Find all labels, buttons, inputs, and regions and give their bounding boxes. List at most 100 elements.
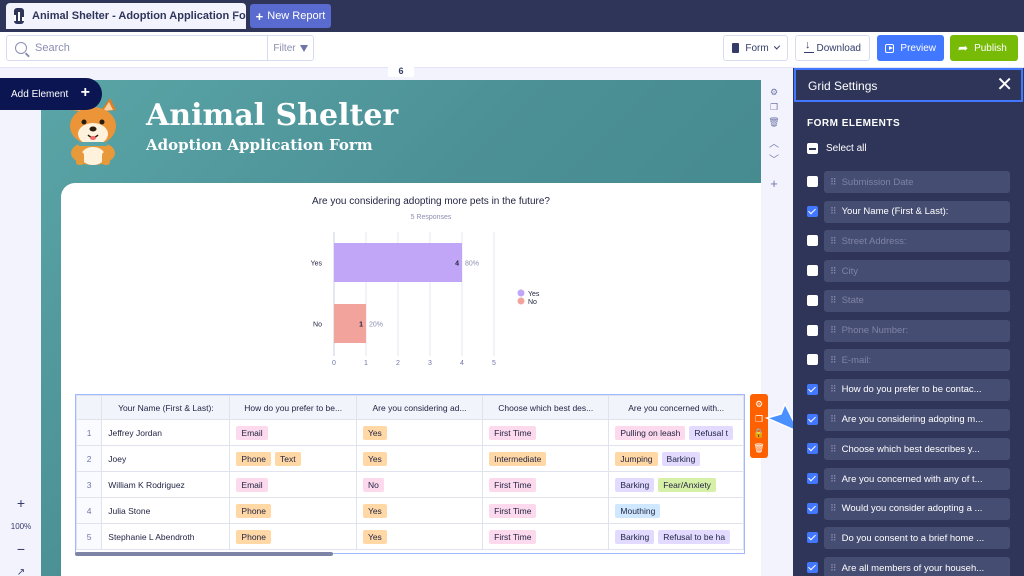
field-pill[interactable]: ⠿ Submission Date — [824, 171, 1010, 193]
checkbox-checked[interactable] — [807, 383, 818, 395]
field-pill[interactable]: ⠿ How do you prefer to be contac... — [824, 378, 1010, 401]
field-pill[interactable]: ⠿ Are you considering adopting m... — [824, 408, 1010, 431]
field-pill[interactable]: ⠿ State — [824, 289, 1010, 312]
checkbox-unchecked[interactable] — [807, 265, 818, 277]
chevron-up-icon[interactable]: ︿ — [769, 139, 779, 150]
checkbox-unchecked[interactable] — [807, 235, 818, 247]
drag-handle-icon[interactable]: ⠿ — [830, 265, 837, 276]
field-row[interactable]: ⠿ City — [807, 260, 1012, 283]
drag-handle-icon[interactable]: ⠿ — [830, 295, 837, 306]
search-input[interactable] — [35, 42, 265, 54]
trash-icon[interactable]: 🗑 — [753, 442, 765, 453]
download-button[interactable]: Download — [795, 35, 870, 61]
field-pill[interactable]: ⠿ City — [824, 260, 1010, 283]
contact-cell[interactable]: Phone — [229, 497, 357, 524]
best-describes-cell[interactable]: Intermediate — [482, 445, 610, 472]
kebab-menu-icon[interactable]: ⋮ — [228, 9, 240, 23]
field-row[interactable]: ⠿ Would you consider adopting a ... — [807, 497, 1012, 520]
drag-handle-icon[interactable]: ⠿ — [830, 206, 837, 217]
best-describes-cell[interactable]: First Time — [482, 471, 610, 498]
trash-icon[interactable]: 🗑 — [768, 117, 780, 127]
field-pill[interactable]: ⠿ Are you concerned with any of t... — [824, 468, 1010, 490]
field-pill[interactable]: ⠿ Are all members of your househ... — [824, 557, 1010, 576]
drag-handle-icon[interactable]: ⠿ — [830, 443, 837, 454]
field-row[interactable]: ⠿ Your Name (First & Last): — [807, 200, 1012, 223]
drag-handle-icon[interactable]: ⠿ — [830, 235, 837, 246]
concerns-cell[interactable]: Jumping Barking — [608, 445, 744, 472]
best-describes-cell[interactable]: First Time — [482, 523, 610, 550]
concerns-cell[interactable]: Barking Fear/Anxiety — [608, 471, 744, 498]
table-row[interactable]: 2 Joey Phone Text Yes Intermediate Jumping Bark… — [76, 445, 744, 472]
field-pill[interactable]: ⠿ Phone Number: — [824, 319, 1010, 342]
adopt-cell[interactable]: Yes — [355, 523, 484, 550]
add-element-button[interactable]: Add Element + — [0, 78, 102, 110]
checkbox-unchecked[interactable] — [807, 294, 818, 306]
drag-handle-icon[interactable]: ⠿ — [830, 503, 837, 514]
drag-handle-icon[interactable]: ⠿ — [830, 473, 837, 484]
report-tab[interactable]: Animal Shelter - Adoption Application Fo… — [6, 3, 260, 29]
field-row[interactable]: ⠿ How do you prefer to be contac... — [807, 378, 1012, 401]
concerns-cell[interactable]: Pulling on leash Refusal t — [608, 419, 744, 446]
name-cell[interactable]: Stephanie L Abendroth — [101, 523, 231, 550]
checkbox-checked[interactable] — [807, 413, 818, 425]
concerns-cell[interactable]: Barking Refusal to be ha — [608, 523, 744, 550]
preview-button[interactable]: Preview — [877, 35, 944, 61]
checkbox-unchecked[interactable] — [807, 324, 818, 336]
best-describes-cell[interactable]: First Time — [482, 497, 610, 524]
field-pill[interactable]: ⠿ Do you consent to a brief home ... — [824, 527, 1010, 550]
drag-handle-icon[interactable]: ⠿ — [830, 354, 837, 365]
drag-handle-icon[interactable]: ⠿ — [830, 562, 837, 573]
gear-icon[interactable]: ⚙ — [754, 399, 764, 410]
column-header[interactable]: Are you concerned with... — [608, 395, 744, 420]
add-page-icon[interactable]: + — [770, 176, 778, 191]
zoom-out-button[interactable]: − — [16, 541, 26, 557]
adopt-cell[interactable]: No — [355, 471, 484, 498]
adopt-cell[interactable]: Yes — [355, 445, 484, 472]
column-header[interactable]: Are you considering ad... — [355, 395, 484, 420]
close-icon[interactable]: ✕ — [996, 74, 1013, 96]
table-row[interactable]: 3 William K Rodriguez Email No First Time Bar… — [76, 471, 744, 498]
drag-handle-icon[interactable]: ⠿ — [830, 325, 837, 335]
drag-handle-icon[interactable]: ⠿ — [830, 532, 837, 543]
adopt-cell[interactable]: Yes — [355, 419, 484, 446]
table-row[interactable]: 1 Jeffrey Jordan Email Yes First Time Pulling… — [76, 419, 744, 446]
field-row[interactable]: ⠿ Are you considering adopting m... — [807, 408, 1012, 431]
best-describes-cell[interactable]: First Time — [482, 419, 610, 446]
checkbox-checked[interactable] — [807, 205, 818, 217]
contact-cell[interactable]: Phone Text — [229, 445, 357, 472]
drag-handle-icon[interactable]: ⠿ — [830, 384, 837, 395]
new-report-button[interactable]: + New Report — [250, 4, 331, 28]
contact-cell[interactable]: Email — [229, 471, 357, 498]
name-cell[interactable]: Joey — [101, 445, 231, 472]
checkbox-checked[interactable] — [807, 562, 818, 574]
field-row[interactable]: ⠿ Are all members of your househ... — [807, 557, 1012, 576]
table-row[interactable]: 5 Stephanie L Abendroth Phone Yes First Time… — [76, 523, 744, 550]
field-row[interactable]: ⠿ State — [807, 289, 1012, 312]
table-row[interactable]: 4 Julia Stone Phone Yes First Time Mouthing — [76, 497, 744, 524]
checkbox-checked[interactable] — [807, 443, 818, 455]
column-header[interactable]: Your Name (First & Last): — [101, 395, 231, 420]
gear-icon[interactable]: ⚙ — [769, 87, 779, 97]
contact-cell[interactable]: Email — [229, 419, 357, 446]
lock-icon[interactable]: 🔒 — [753, 428, 765, 439]
horizontal-scrollbar[interactable] — [75, 552, 333, 556]
name-cell[interactable]: Julia Stone — [101, 497, 231, 524]
field-pill[interactable]: ⠿ Choose which best describes y... — [824, 438, 1010, 461]
checkbox-checked[interactable] — [807, 532, 818, 544]
chevron-down-icon[interactable]: ﹀ — [769, 155, 779, 166]
field-row[interactable]: ⠿ Choose which best describes y... — [807, 438, 1012, 461]
name-cell[interactable]: Jeffrey Jordan — [101, 419, 231, 446]
checkbox-unchecked[interactable] — [807, 176, 818, 187]
field-pill[interactable]: ⠿ Street Address: — [824, 230, 1010, 253]
duplicate-icon[interactable]: ❐ — [769, 102, 779, 112]
form-dropdown-button[interactable]: Form — [723, 35, 788, 61]
publish-button[interactable]: ➦ Publish — [950, 35, 1018, 61]
column-header[interactable]: Choose which best des... — [482, 395, 610, 420]
field-row[interactable]: ⠿ Do you consent to a brief home ... — [807, 527, 1012, 550]
duplicate-icon[interactable]: ❐ — [754, 413, 764, 424]
filter-button[interactable]: Filter — [267, 36, 313, 60]
field-row[interactable]: ⠿ Street Address: — [807, 230, 1012, 253]
name-cell[interactable]: William K Rodriguez — [101, 471, 231, 498]
concerns-cell[interactable]: Mouthing — [608, 497, 744, 524]
zoom-in-button[interactable]: + — [16, 495, 26, 511]
